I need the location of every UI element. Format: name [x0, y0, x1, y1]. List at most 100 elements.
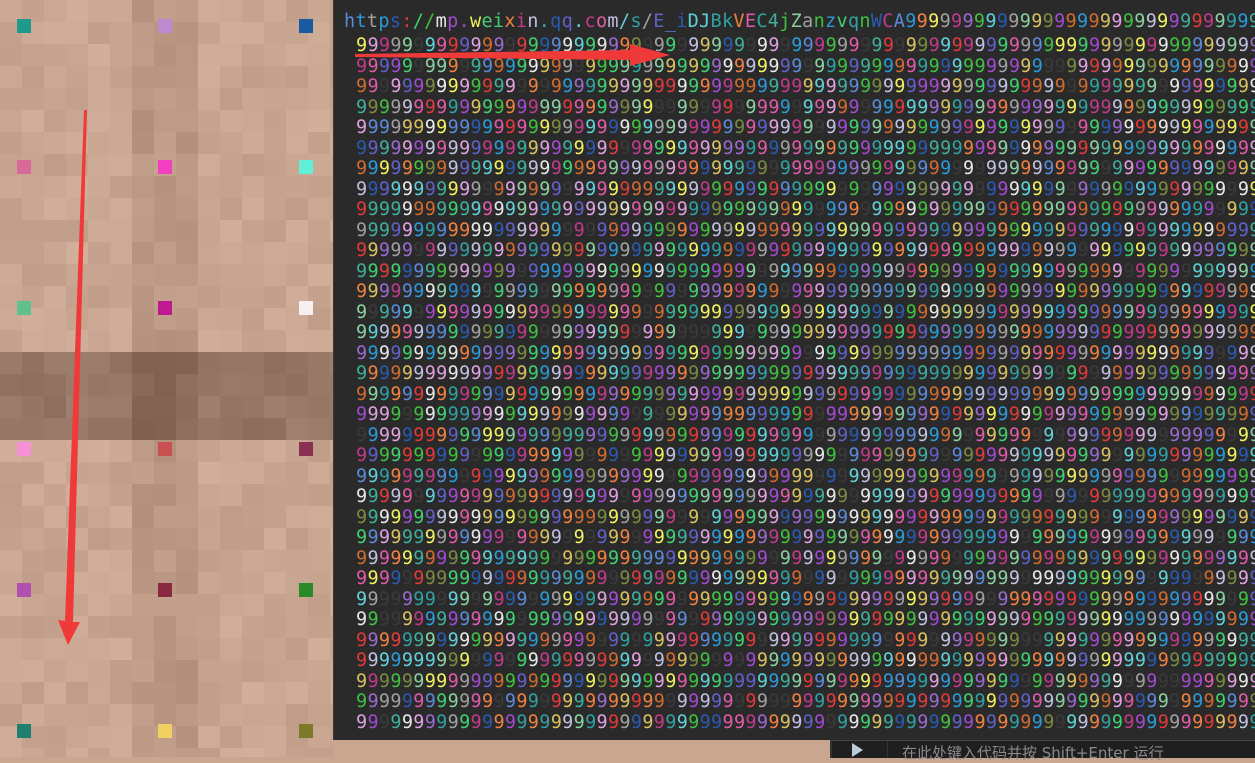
pixel	[330, 594, 333, 616]
digit: 9	[665, 506, 677, 528]
digit: 9	[1146, 486, 1158, 507]
digit: 9	[825, 445, 838, 466]
digit: 9	[985, 383, 998, 405]
digit: 9	[367, 199, 379, 220]
digit: 9	[940, 117, 952, 138]
digit: 9	[1180, 629, 1193, 651]
digit: 9	[562, 219, 574, 241]
pixel	[0, 748, 22, 757]
digit: 9	[825, 96, 838, 118]
digit: 9	[1100, 137, 1112, 159]
digit: 9	[802, 322, 815, 343]
pixel	[176, 726, 198, 748]
digit: 9	[722, 178, 734, 200]
digit: 9	[699, 650, 712, 671]
digit: 9	[550, 711, 563, 733]
digit: 9	[516, 342, 528, 364]
digit: 9	[905, 199, 918, 220]
digit: 9	[1180, 609, 1193, 630]
digit: 9	[905, 260, 918, 282]
digit: 9	[459, 96, 471, 118]
digit: 9	[390, 281, 402, 302]
digit: 9	[1169, 588, 1181, 610]
digit: 9	[802, 96, 815, 118]
digit: 9	[676, 281, 689, 302]
digit: 9	[367, 240, 379, 261]
digit: 9	[1237, 506, 1250, 528]
pixel	[308, 352, 330, 374]
digit: 9	[573, 527, 586, 548]
pixel	[176, 462, 198, 484]
digit: 9	[837, 342, 849, 364]
pixel	[242, 198, 264, 220]
digit: 9	[1066, 363, 1078, 384]
digit: 9	[481, 137, 494, 159]
digit: 9	[470, 342, 482, 364]
digit: 9	[1020, 670, 1032, 692]
digit: 9	[481, 506, 494, 528]
digit: 9	[447, 691, 460, 712]
digit: 9	[390, 547, 402, 569]
digit: 9	[1180, 281, 1193, 302]
digit: 9	[928, 199, 941, 220]
digit: 9	[424, 260, 437, 282]
digit: 9	[413, 342, 425, 364]
digit: 9	[1226, 506, 1238, 528]
digit: 9	[1192, 424, 1204, 446]
digit: 9	[882, 158, 895, 179]
pixel	[0, 330, 22, 352]
pixel	[286, 220, 308, 242]
digit: 9	[585, 322, 597, 343]
digit: 9	[1066, 711, 1078, 733]
digit: 9	[814, 178, 826, 200]
digit: 9	[539, 629, 551, 651]
digit: 9	[963, 383, 975, 405]
run-button[interactable]	[830, 741, 888, 758]
digit: 9	[894, 158, 906, 179]
digit: 9	[1146, 404, 1158, 425]
pixel	[220, 682, 242, 704]
digit: 9	[825, 342, 838, 364]
pixel	[110, 198, 132, 220]
digit: 9	[1214, 117, 1227, 138]
digit: 9	[1100, 363, 1112, 384]
digit: 9	[447, 219, 460, 241]
digit: 9	[917, 260, 929, 282]
digit: 9	[1054, 568, 1067, 589]
digit-row: 9999999999999999999999999999999999999999…	[356, 528, 1255, 548]
digit: 9	[1203, 363, 1215, 384]
digit: 9	[688, 691, 700, 712]
digit: 9	[962, 11, 974, 32]
digit: 9	[1054, 55, 1067, 77]
digit: 9	[871, 199, 883, 220]
digit: 9	[1226, 301, 1238, 323]
digit: 9	[367, 35, 379, 56]
digit: 9	[905, 691, 918, 712]
digit: 9	[1157, 506, 1170, 528]
digit: 9	[951, 11, 963, 32]
digit: 9	[917, 486, 929, 507]
digit: 9	[802, 55, 815, 77]
digit: 9	[413, 158, 425, 179]
digit: 9	[1146, 609, 1158, 630]
digit: 9	[470, 35, 482, 56]
pixel	[308, 154, 330, 176]
digit: 9	[562, 609, 574, 630]
digit: 9	[630, 219, 643, 241]
digit: 9	[607, 199, 620, 220]
pixel	[308, 242, 330, 264]
digit: 9	[882, 96, 895, 118]
digit: 9	[974, 547, 986, 569]
digit: 9	[940, 35, 952, 56]
digit: 9	[951, 137, 964, 159]
digit: 9	[837, 363, 849, 384]
digit: 9	[1111, 629, 1124, 651]
digit: 9	[1192, 363, 1204, 384]
digit: 9	[1134, 178, 1147, 200]
digit: 9	[848, 588, 860, 610]
digit: 9	[1146, 55, 1158, 77]
digit: 9	[1180, 527, 1193, 548]
digit: 9	[562, 260, 574, 282]
pixel	[264, 638, 286, 660]
digit: 9	[745, 629, 757, 651]
